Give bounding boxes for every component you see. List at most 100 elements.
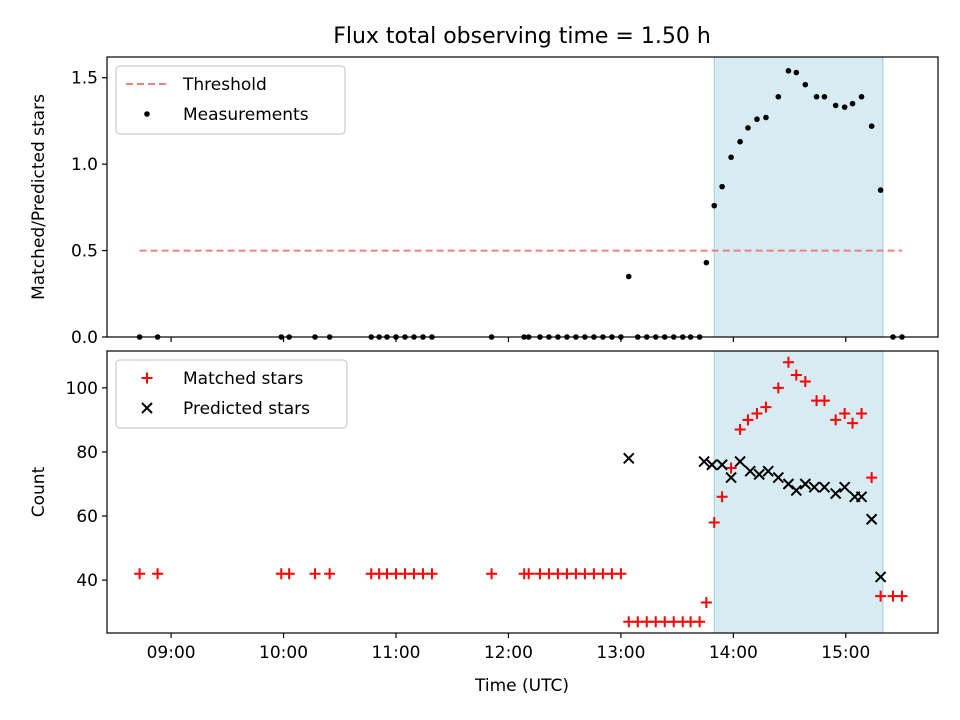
legend-frame <box>115 359 348 429</box>
series-x <box>623 452 887 583</box>
data-point <box>813 93 820 100</box>
observing-span <box>713 56 884 338</box>
x-tick-label: 15:00 <box>821 643 870 663</box>
data-point <box>694 616 706 628</box>
data-point <box>782 478 795 490</box>
legend: Threshold Measurements <box>115 65 346 135</box>
y-axis-label: Matched/Predicted stars <box>29 94 49 300</box>
y-tick-label: 0.5 <box>71 242 98 262</box>
data-point <box>856 407 868 419</box>
data-point <box>152 568 164 580</box>
data-point <box>734 424 746 436</box>
data-point <box>838 481 851 493</box>
data-point <box>753 468 765 481</box>
data-point <box>708 516 720 528</box>
x-tick-label: 13:00 <box>596 643 645 663</box>
data-point <box>716 459 728 471</box>
data-point <box>698 455 710 468</box>
data-point <box>799 375 811 387</box>
data-point <box>896 590 908 602</box>
legend-label: Threshold <box>182 75 267 95</box>
data-point <box>790 369 802 381</box>
data-point <box>523 568 535 580</box>
data-point <box>808 481 821 493</box>
count-panel: 40 60 80 100 09:00 10:00 11:00 12:00 13:00 14:00 1… <box>29 350 939 663</box>
y-tick-label: 80 <box>76 443 98 463</box>
data-point <box>847 417 859 429</box>
legend: Matched stars Predicted stars <box>115 359 348 429</box>
data-point <box>486 568 498 580</box>
chart-title: Flux total observing time = 1.50 h <box>333 24 711 49</box>
y-tick-label: 1.5 <box>71 69 98 89</box>
data-point <box>728 154 734 161</box>
data-point <box>875 590 887 602</box>
x-tick-label: 09:00 <box>147 643 196 663</box>
data-point <box>868 123 875 129</box>
data-point <box>772 382 784 394</box>
data-point <box>742 414 754 426</box>
y-tick-label: 60 <box>76 507 98 527</box>
data-point <box>865 513 878 525</box>
y-tick-label: 0.0 <box>71 328 98 348</box>
y-axis-label: Count <box>29 466 49 517</box>
y-tick-label: 1.0 <box>71 155 98 175</box>
data-point <box>716 491 728 503</box>
x-axis-label: Time (UTC) <box>474 676 569 696</box>
data-point <box>134 568 146 580</box>
x-tick-label: 11:00 <box>371 643 420 663</box>
ratio-panel: 0.0 0.5 1.0 1.5 Matched/Predicted stars Thres… <box>29 56 939 348</box>
data-point <box>625 273 632 280</box>
data-point <box>818 395 830 407</box>
data-point <box>623 452 635 465</box>
data-point <box>711 202 718 209</box>
data-point <box>744 465 756 477</box>
legend-frame <box>115 65 346 135</box>
data-point <box>737 138 743 145</box>
data-point <box>818 481 831 493</box>
data-point <box>841 104 848 110</box>
data-point <box>772 471 785 484</box>
axes-frame <box>106 350 939 634</box>
data-point <box>832 102 839 109</box>
data-point <box>751 407 763 419</box>
data-point <box>615 568 627 580</box>
data-point <box>858 93 865 100</box>
legend-label: Predicted stars <box>183 399 310 419</box>
data-point <box>725 462 737 474</box>
legend-label: Matched stars <box>183 369 303 389</box>
x-tick-label: 14:00 <box>709 643 758 663</box>
data-point <box>839 407 851 419</box>
data-point <box>829 487 842 500</box>
data-point <box>745 125 751 131</box>
data-point <box>762 465 774 477</box>
axes-frame <box>106 56 939 338</box>
data-point <box>866 472 878 484</box>
data-point <box>719 183 725 190</box>
data-point <box>706 459 718 471</box>
data-point <box>760 401 772 413</box>
data-point <box>426 568 438 580</box>
y-tick-label: 100 <box>66 379 98 399</box>
x-tick-label: 10:00 <box>259 643 308 663</box>
data-point <box>785 68 792 74</box>
y-tick-label: 40 <box>76 571 98 591</box>
series-plus <box>134 356 908 628</box>
data-point <box>324 568 336 580</box>
data-point <box>802 81 809 88</box>
data-point <box>830 414 842 426</box>
data-point <box>700 597 712 609</box>
data-point <box>790 484 803 497</box>
data-point <box>734 455 746 468</box>
data-point <box>141 402 153 414</box>
data-point <box>141 372 153 384</box>
data-point <box>775 93 782 100</box>
data-point <box>793 69 800 76</box>
data-point <box>849 100 856 107</box>
data-point <box>725 471 737 484</box>
x-tick-label: 12:00 <box>484 643 533 663</box>
data-point <box>309 568 321 580</box>
data-point <box>763 114 769 121</box>
data-point <box>144 111 150 117</box>
data-point <box>283 568 295 580</box>
